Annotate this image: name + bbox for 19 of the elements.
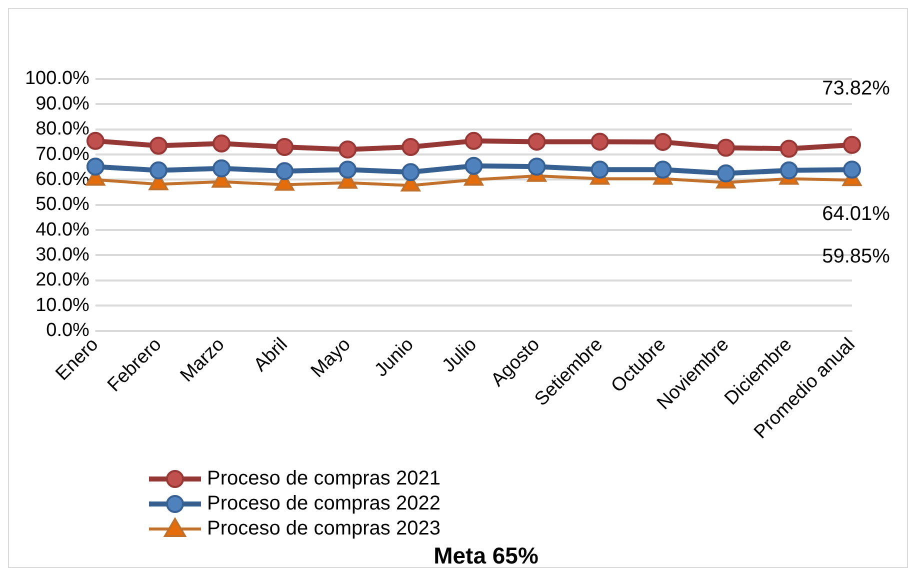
y-tick-label: 30.0%	[36, 244, 90, 266]
data-label: 64.01%	[822, 203, 890, 226]
legend-label: Proceso de compras 2021	[207, 468, 440, 490]
data-label: 73.82%	[822, 78, 890, 100]
y-tick-label: 90.0%	[36, 93, 90, 114]
y-tick-label: 40.0%	[36, 219, 90, 240]
y-tick-label: 60.0%	[36, 168, 90, 190]
y-tick-label: 0.0%	[46, 320, 90, 342]
y-tick-label: 100.0%	[24, 68, 90, 90]
data-label: 59.85%	[822, 246, 890, 268]
y-tick-label: 50.0%	[36, 194, 90, 216]
legend-label: Proceso de compras 2022	[207, 492, 440, 515]
x-tick-label: Julio	[438, 334, 481, 377]
text: Meta 65%	[434, 542, 538, 568]
y-tick-label: 10.0%	[36, 294, 90, 316]
y-tick-label: 70.0%	[36, 144, 90, 165]
legend-label: Proceso de compras 2023	[207, 518, 440, 540]
y-tick-label: 80.0%	[36, 118, 90, 140]
y-tick-label: 20.0%	[36, 270, 90, 291]
